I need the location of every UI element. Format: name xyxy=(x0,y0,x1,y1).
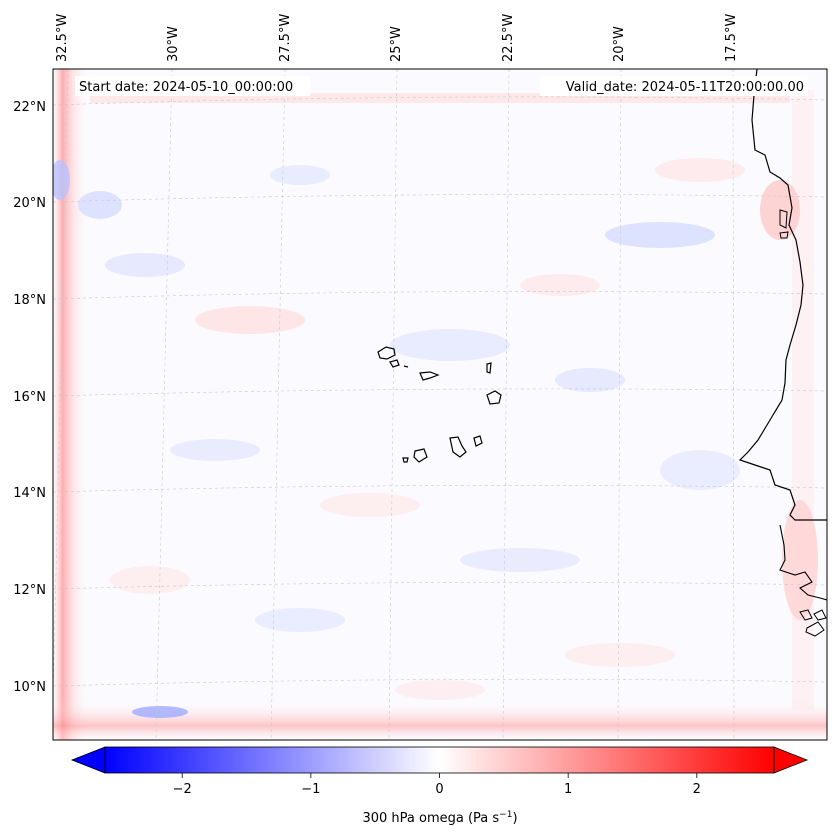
lon-label: 30°W xyxy=(166,26,181,62)
lat-label: 14°N xyxy=(13,486,46,501)
colorbar-ticks: −2 −1 0 1 2 xyxy=(173,773,701,797)
lat-label: 12°N xyxy=(13,583,46,598)
africa-coastline xyxy=(738,69,827,521)
south-boundary-band xyxy=(53,700,827,740)
colorbar-extend-max xyxy=(773,746,809,774)
lon-label: 17.5°W xyxy=(724,14,739,62)
senegal-gambia-coast xyxy=(779,524,827,601)
lat-label: 10°N xyxy=(13,680,46,695)
lat-label: 16°N xyxy=(13,390,46,405)
lat-label: 18°N xyxy=(13,293,46,308)
colorbar-tick-label: 1 xyxy=(564,782,572,797)
colorbar-extend-min xyxy=(70,746,106,774)
positive-omega-patches xyxy=(110,158,818,700)
lat-label: 22°N xyxy=(13,100,46,115)
colorbar-tick-label: −2 xyxy=(173,782,192,797)
negative-omega-patches xyxy=(53,160,740,718)
colorbar-label: 300 hPa omega (Pa s−1) xyxy=(362,810,517,826)
colorbar-tick-label: 2 xyxy=(693,782,701,797)
coastal-islets xyxy=(779,209,789,239)
colorbar-label-main: 300 hPa omega (Pa s xyxy=(362,811,499,826)
map-panel: Start date: 2024-05-10_00:00:00 Valid_da… xyxy=(52,68,828,741)
lon-label: 22.5°W xyxy=(501,14,516,62)
colorbar-tick-label: −1 xyxy=(301,782,320,797)
graticule xyxy=(53,69,827,740)
start-date-label: Start date: 2024-05-10_00:00:00 xyxy=(79,80,293,95)
north-boundary-band xyxy=(90,93,790,103)
guinea-bissau-islands xyxy=(799,609,827,637)
lat-label: 20°N xyxy=(13,196,46,211)
longitude-labels: 32.5°W 30°W 27.5°W 25°W 22.5°W 20°W 17.5… xyxy=(55,14,739,62)
latitude-labels: 22°N 20°N 18°N 16°N 14°N 12°N 10°N xyxy=(13,100,46,695)
lon-label: 32.5°W xyxy=(55,14,70,62)
lon-label: 25°W xyxy=(389,26,404,62)
colorbar-gradient xyxy=(105,747,774,773)
colorbar-tick-label: 0 xyxy=(435,782,443,797)
colorbar-label-exponent: −1 xyxy=(499,810,512,820)
lon-label: 20°W xyxy=(612,26,627,62)
cape-verde-islands xyxy=(377,346,502,463)
colorbar: −2 −1 0 1 2 300 hPa omega (Pa s−1) xyxy=(70,746,809,826)
lon-label: 27.5°W xyxy=(278,14,293,62)
omega-field xyxy=(53,69,827,740)
colorbar-label-close: ) xyxy=(512,811,517,826)
valid-date-box xyxy=(540,76,808,96)
map-frame xyxy=(52,68,828,741)
start-date-box xyxy=(75,76,310,96)
valid-date-label: Valid_date: 2024-05-11T20:00:00.00 xyxy=(566,80,804,95)
